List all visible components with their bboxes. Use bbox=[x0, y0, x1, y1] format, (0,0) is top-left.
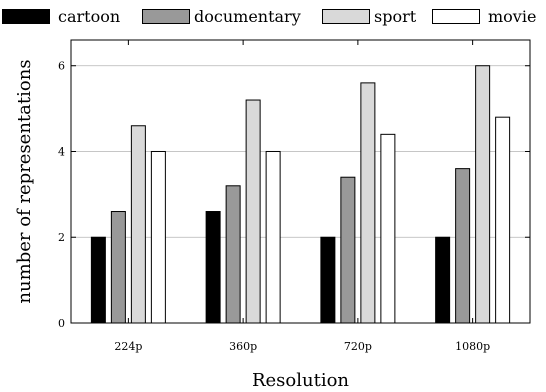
x-tick-label: 224p bbox=[114, 340, 142, 353]
y-tick-label: 2 bbox=[58, 231, 65, 244]
bar-sport-1080p bbox=[475, 65, 491, 324]
bar-documentary-360p bbox=[225, 185, 241, 324]
bar-movie-224p bbox=[150, 150, 166, 324]
bar-sport-720p bbox=[360, 82, 376, 324]
legend-label-movie: movie bbox=[488, 7, 537, 26]
bar-movie-720p bbox=[380, 133, 396, 324]
bar-cartoon-224p bbox=[90, 236, 106, 324]
bar-sport-360p bbox=[245, 99, 261, 324]
x-tick-label: 720p bbox=[344, 340, 372, 353]
legend-swatch-cartoon bbox=[2, 9, 50, 24]
bar-movie-360p bbox=[265, 150, 281, 324]
y-axis-label: number of representations bbox=[14, 59, 35, 303]
legend-label-documentary: documentary bbox=[194, 7, 301, 26]
bar-movie-1080p bbox=[495, 116, 511, 324]
x-tick-label: 360p bbox=[229, 340, 257, 353]
bar-cartoon-360p bbox=[205, 211, 221, 324]
bar-cartoon-720p bbox=[320, 236, 336, 324]
y-tick-label: 6 bbox=[58, 60, 65, 73]
bar-documentary-720p bbox=[340, 176, 356, 324]
x-tick-label: 1080p bbox=[455, 340, 490, 353]
bar-cartoon-1080p bbox=[435, 236, 451, 324]
legend-swatch-movie bbox=[432, 9, 480, 24]
x-axis-label: Resolution bbox=[252, 370, 349, 391]
bar-documentary-224p bbox=[110, 211, 126, 324]
y-tick-label: 0 bbox=[58, 317, 65, 330]
bar-documentary-1080p bbox=[455, 168, 471, 324]
legend-swatch-documentary bbox=[142, 9, 190, 24]
bar-sport-224p bbox=[130, 125, 146, 324]
legend-label-cartoon: cartoon bbox=[58, 7, 121, 26]
plot-frame bbox=[70, 39, 531, 324]
legend-swatch-sport bbox=[322, 9, 370, 24]
y-tick-label: 4 bbox=[58, 145, 65, 158]
legend-label-sport: sport bbox=[374, 7, 417, 26]
legend: cartoon documentary sport movie bbox=[0, 2, 546, 30]
